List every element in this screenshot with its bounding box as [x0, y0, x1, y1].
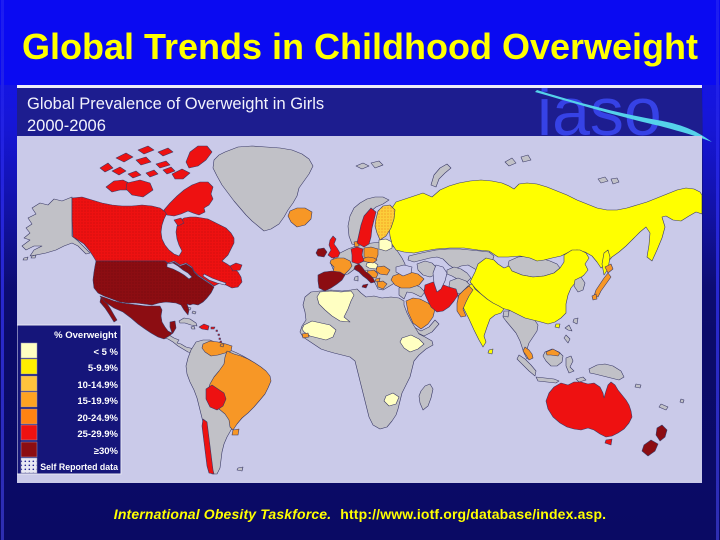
svg-text:20-24.9%: 20-24.9%	[77, 413, 118, 424]
svg-text:≥30%: ≥30%	[94, 446, 119, 457]
svg-text:15-19.9%: 15-19.9%	[77, 396, 118, 407]
svg-text:Self Reported data: Self Reported data	[40, 462, 118, 472]
svg-text:10-14.9%: 10-14.9%	[77, 380, 118, 391]
svg-text:5-9.9%: 5-9.9%	[88, 363, 119, 374]
svg-text:25-29.9%: 25-29.9%	[77, 429, 118, 440]
svg-text:< 5 %: < 5 %	[93, 347, 118, 358]
svg-text:% Overweight: % Overweight	[54, 330, 118, 341]
